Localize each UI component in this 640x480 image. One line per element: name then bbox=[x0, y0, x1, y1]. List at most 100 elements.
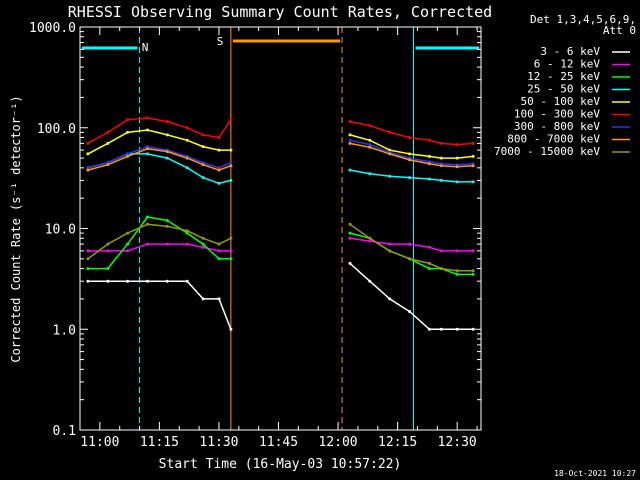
series-800-7000-kev bbox=[86, 141, 475, 172]
legend-label: 12 - 25 keV bbox=[527, 70, 600, 83]
data-point bbox=[427, 327, 431, 331]
data-point bbox=[217, 257, 221, 261]
data-point bbox=[229, 178, 233, 182]
data-point bbox=[86, 168, 90, 172]
event-label-n: N bbox=[142, 41, 149, 54]
data-point bbox=[165, 242, 169, 246]
data-point bbox=[348, 120, 352, 124]
data-point bbox=[146, 215, 149, 219]
chart-title: RHESSI Observing Summary Count Rates, Co… bbox=[68, 3, 492, 21]
data-point bbox=[106, 267, 110, 271]
data-point bbox=[126, 231, 130, 235]
data-point bbox=[471, 249, 475, 253]
data-point bbox=[368, 172, 372, 176]
data-point bbox=[146, 147, 149, 151]
data-point bbox=[348, 138, 352, 142]
data-point bbox=[388, 249, 392, 253]
data-point bbox=[146, 242, 149, 246]
data-point bbox=[427, 245, 431, 249]
data-point bbox=[455, 272, 459, 276]
series-line bbox=[349, 120, 474, 146]
data-point bbox=[348, 222, 352, 226]
data-point bbox=[217, 242, 221, 246]
x-tick-label: 12:00 bbox=[318, 435, 357, 450]
data-point bbox=[201, 242, 205, 246]
data-point bbox=[408, 136, 411, 139]
data-point bbox=[165, 150, 169, 154]
data-point bbox=[427, 162, 431, 166]
data-point bbox=[106, 249, 110, 253]
data-point bbox=[146, 152, 149, 156]
data-point bbox=[455, 156, 459, 160]
data-point bbox=[106, 130, 110, 134]
data-point bbox=[201, 176, 205, 180]
data-point bbox=[217, 168, 221, 172]
data-point bbox=[408, 176, 411, 180]
x-tick-label: 11:45 bbox=[259, 435, 298, 450]
data-point bbox=[217, 249, 221, 253]
data-point bbox=[455, 143, 459, 147]
data-point bbox=[146, 145, 149, 149]
data-point bbox=[439, 249, 443, 253]
data-point bbox=[201, 133, 205, 137]
data-point bbox=[126, 152, 130, 156]
data-point bbox=[348, 236, 352, 240]
data-point bbox=[388, 174, 392, 178]
data-point bbox=[146, 222, 149, 226]
data-point bbox=[106, 242, 110, 246]
series-layer bbox=[86, 116, 475, 331]
series-50-100-kev bbox=[86, 128, 475, 160]
data-point bbox=[229, 327, 233, 331]
data-point bbox=[165, 156, 169, 160]
data-point bbox=[185, 279, 189, 283]
x-tick-label: 12:15 bbox=[378, 435, 417, 450]
data-point bbox=[471, 141, 475, 145]
legend-label: 3 - 6 keV bbox=[540, 45, 600, 58]
legend-label: 25 - 50 keV bbox=[527, 83, 600, 96]
y-tick-label: 1.0 bbox=[53, 323, 76, 338]
data-point bbox=[471, 180, 475, 184]
data-point bbox=[146, 116, 149, 120]
legend-label: 7000 - 15000 keV bbox=[494, 145, 600, 158]
data-point bbox=[217, 166, 221, 170]
data-point bbox=[229, 249, 233, 253]
data-point bbox=[471, 269, 475, 273]
data-point bbox=[86, 267, 90, 271]
data-point bbox=[439, 178, 443, 182]
series-7000-15000-kev bbox=[86, 222, 475, 273]
data-point bbox=[185, 138, 189, 142]
data-point bbox=[408, 158, 411, 162]
data-point bbox=[439, 327, 443, 331]
data-point bbox=[126, 118, 130, 122]
y-axis-label: Corrected Count Rate (s⁻¹ detector⁻¹) bbox=[9, 95, 23, 362]
data-point bbox=[126, 154, 130, 158]
data-point bbox=[348, 141, 352, 145]
x-axis-label: Start Time (16-May-03 10:57:22) bbox=[159, 457, 402, 472]
data-point bbox=[368, 124, 372, 128]
data-point bbox=[348, 133, 352, 137]
series-line bbox=[349, 134, 474, 159]
data-point bbox=[229, 161, 233, 165]
x-tick-label: 11:30 bbox=[199, 435, 238, 450]
data-point bbox=[348, 168, 352, 172]
data-point bbox=[368, 138, 372, 142]
data-point bbox=[201, 145, 205, 149]
data-point bbox=[427, 138, 431, 142]
data-point bbox=[368, 236, 372, 240]
data-point bbox=[106, 163, 110, 167]
series-line bbox=[349, 142, 474, 168]
data-point bbox=[368, 143, 372, 147]
data-point bbox=[86, 279, 90, 283]
data-point bbox=[86, 141, 90, 145]
data-point bbox=[455, 165, 459, 169]
data-point bbox=[165, 219, 169, 222]
legend-label: 6 - 12 keV bbox=[534, 58, 601, 71]
data-point bbox=[439, 267, 443, 271]
data-point bbox=[229, 164, 233, 168]
x-tick-label: 12:30 bbox=[438, 435, 477, 450]
data-point bbox=[439, 156, 443, 160]
footer-date: 18-Oct-2021 10:27 bbox=[554, 469, 636, 478]
data-point bbox=[217, 297, 221, 301]
data-point bbox=[146, 128, 149, 132]
